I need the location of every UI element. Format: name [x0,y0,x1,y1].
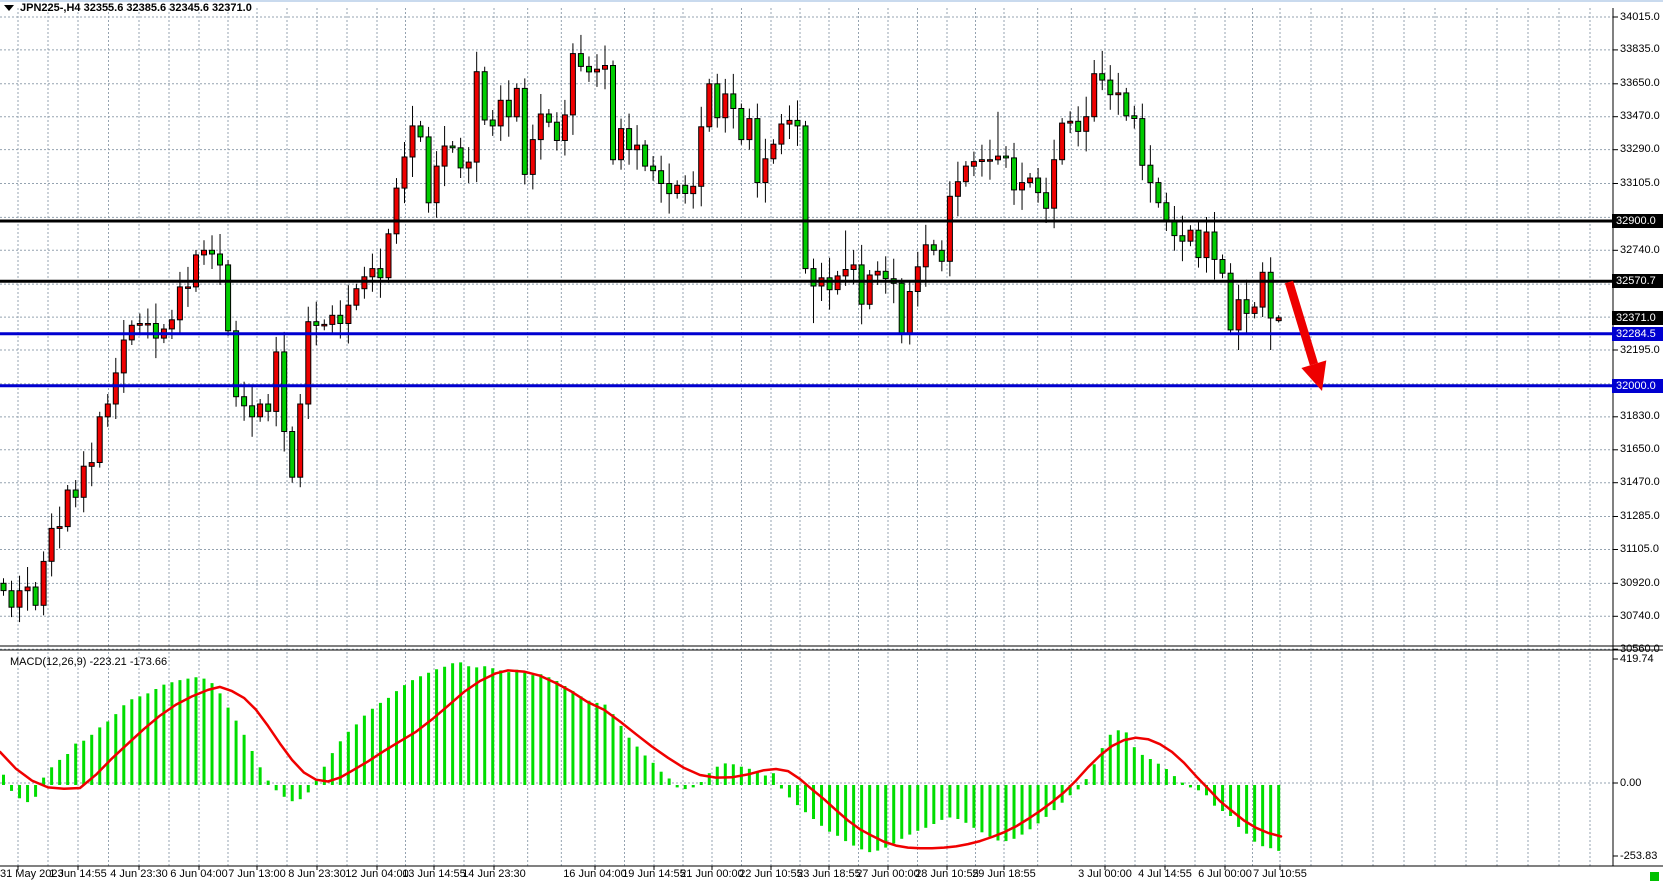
macd-indicator-label: MACD(12,26,9) -223.21 -173.66 [10,656,168,668]
price-badge: 32570.7 [1612,274,1663,289]
date-axis-label: 27 Jun 00:00 [856,868,920,880]
macd-axis-label: -253.83 [1620,849,1658,862]
price-axis-label: 30560.0 [1620,642,1660,655]
price-badge: 32284.5 [1612,326,1663,341]
price-axis-label: 30740.0 [1620,609,1660,622]
macd-histogram [2,662,1281,853]
date-axis-label: 21 Jun 00:00 [680,868,744,880]
macd-signal-line [0,669,1283,850]
price-axis-label: 31830.0 [1620,410,1660,423]
date-axis-label: 29 Jun 18:55 [972,868,1036,880]
price-axis-label: 33650.0 [1620,77,1660,90]
price-badge: 32900.0 [1612,214,1663,229]
price-badge: 32000.0 [1612,378,1663,393]
price-axis-label: 31650.0 [1620,443,1660,456]
date-axis-label: 6 Jul 00:00 [1198,868,1252,880]
price-line-objects[interactable] [0,219,1613,388]
price-axis-label: 33470.0 [1620,110,1660,123]
date-axis-label: 19 Jun 14:55 [622,868,686,880]
date-axis-label: 4 Jul 14:55 [1138,868,1192,880]
down-arrow-object[interactable] [1284,280,1327,391]
date-axis-label: 8 Jun 23:30 [288,868,346,880]
price-axis-label: 31285.0 [1620,510,1660,523]
price-axis-label: 33835.0 [1620,43,1660,56]
date-axis-label: 14 Jun 23:30 [462,868,526,880]
date-axis-label: 1 Jun 14:55 [49,868,107,880]
symbol-dropdown-icon[interactable] [4,5,14,11]
date-axis-label: 22 Jun 10:55 [739,868,803,880]
price-axis-label: 32195.0 [1620,343,1660,356]
price-axis-label: 31105.0 [1620,542,1659,555]
symbol-header: JPN225-,H4 32355.6 32385.6 32345.6 32371… [4,2,252,14]
date-axis-label: 6 Jun 04:00 [170,868,228,880]
candlestick-series[interactable] [0,34,1282,623]
date-axis-label: 31 May 2023 [0,868,64,880]
grid [0,8,1613,866]
date-axis-label: 16 Jun 04:00 [563,868,627,880]
date-axis-label: 13 Jun 14:55 [402,868,466,880]
date-axis-label: 4 Jun 23:30 [110,868,168,880]
status-indicator-icon [1650,872,1659,881]
macd-axis-label: 0.00 [1620,776,1642,789]
price-axis-label: 33290.0 [1620,143,1660,156]
price-axis-label: 30920.0 [1620,576,1660,589]
price-axis-label: 33105.0 [1620,177,1660,189]
date-axis-label: 12 Jun 04:00 [345,868,409,880]
date-axis-label: 23 Jun 18:55 [797,868,861,880]
macd-axis-label: 419.74 [1620,652,1654,665]
date-axis-label: 28 Jun 10:55 [915,868,979,880]
price-badge: 32371.0 [1612,310,1663,325]
price-axis-label: 34015.0 [1620,10,1660,23]
date-axis-label: 7 Jun 13:00 [228,868,286,880]
price-axis-label: 32740.0 [1620,243,1660,256]
date-axis-label: 3 Jul 00:00 [1078,868,1132,880]
window-top-edge [0,0,1663,2]
date-axis-label: 7 Jul 10:55 [1253,868,1307,880]
price-axis-label: 31470.0 [1620,476,1660,489]
symbol-ohlc-text: JPN225-,H4 32355.6 32385.6 32345.6 32371… [20,2,252,14]
pane-borders [0,8,1663,870]
